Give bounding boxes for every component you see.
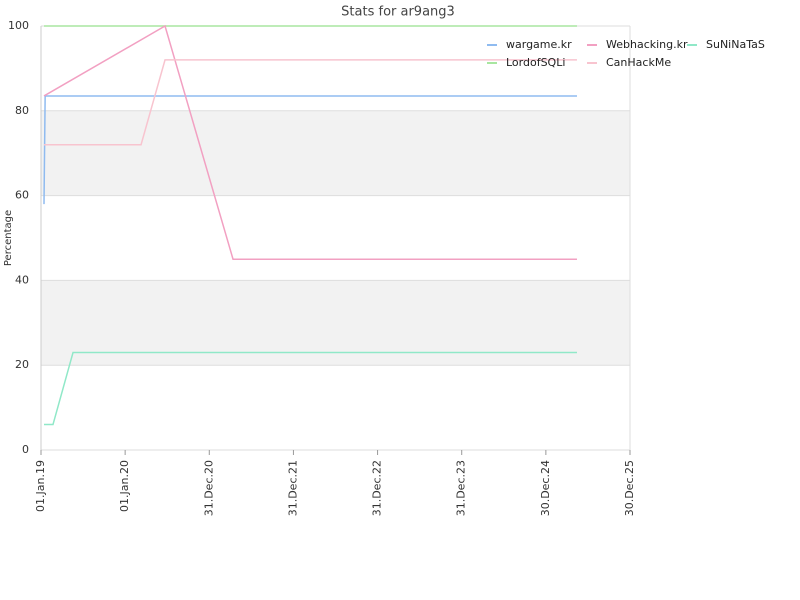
series-line <box>43 351 577 426</box>
y-tick-label: 100 <box>8 19 29 32</box>
y-tick-label: 0 <box>22 443 29 456</box>
plot-band <box>41 110 630 196</box>
plot-band <box>41 280 630 366</box>
chart-title: Stats for ar9ang3 <box>341 5 455 20</box>
x-tick-label: 01.Jan.20 <box>118 460 131 512</box>
legend-label: SuNiNaTaS <box>706 38 765 51</box>
y-tick-label: 20 <box>15 358 29 371</box>
x-tick-label: 01.Jan.19 <box>34 460 47 512</box>
series-line <box>43 24 577 260</box>
legend-label: LordofSQLi <box>506 56 565 69</box>
x-tick-label: 31.Dec.21 <box>286 460 299 516</box>
y-tick-label: 40 <box>15 273 29 286</box>
y-axis-label: Percentage <box>3 210 14 266</box>
legend-label: wargame.kr <box>506 38 572 51</box>
x-tick-label: 30.Dec.25 <box>623 460 636 516</box>
legend-label: CanHackMe <box>606 56 671 69</box>
y-tick-label: 80 <box>15 104 29 117</box>
legend-label: Webhacking.kr <box>606 38 688 51</box>
y-tick-label: 60 <box>15 189 29 202</box>
series-line <box>43 59 577 146</box>
x-tick-label: 31.Dec.22 <box>371 460 384 516</box>
x-tick-label: 30.Dec.24 <box>539 460 552 516</box>
x-tick-label: 31.Dec.23 <box>455 460 468 516</box>
x-tick-label: 31.Dec.20 <box>202 460 215 516</box>
